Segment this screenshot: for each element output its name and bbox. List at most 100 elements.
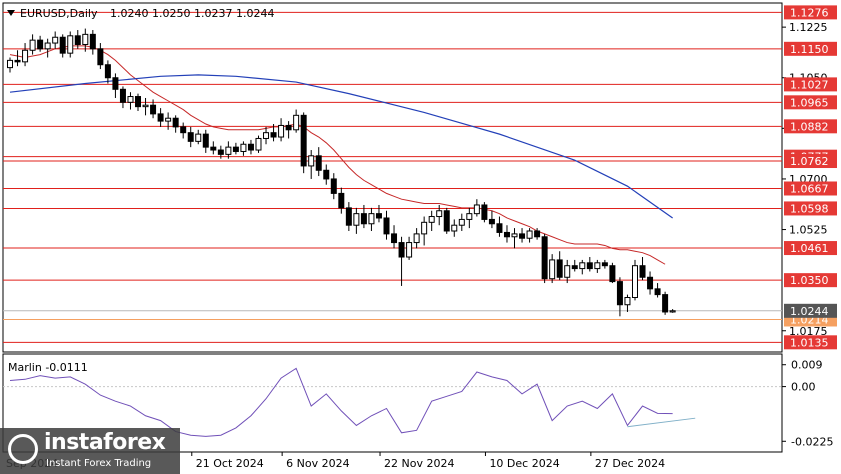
- time-label-3: 22 Nov 2024: [384, 457, 454, 470]
- candle-body: [22, 49, 29, 63]
- level-tag-10-text: 1.0350: [790, 274, 829, 287]
- candle-45: [345, 202, 352, 231]
- divergence-line: [627, 417, 696, 428]
- candle-8: [67, 31, 74, 58]
- candle-44: [338, 187, 345, 214]
- candle-body: [247, 143, 254, 151]
- candle-88: [669, 309, 676, 313]
- level-tag-6: 1.0762: [784, 154, 837, 169]
- candle-65: [496, 216, 503, 237]
- candle-7: [59, 34, 66, 58]
- level-tag-3-text: 1.0965: [790, 96, 829, 109]
- logo-brand: instaforex: [44, 430, 166, 455]
- candle-39: [300, 112, 307, 174]
- candle-body: [458, 218, 465, 226]
- candle-84: [639, 257, 646, 281]
- current-price-tag-bg: [784, 303, 837, 318]
- candle-11: [89, 30, 96, 55]
- candle-body: [97, 48, 104, 66]
- candle-body: [7, 59, 13, 69]
- candle-4: [37, 35, 44, 52]
- candle-body: [285, 124, 292, 131]
- level-tag-10-bg: [784, 273, 837, 288]
- candle-33: [255, 135, 262, 153]
- candle-63: [481, 202, 488, 223]
- candle-51: [391, 225, 398, 249]
- candle-body: [127, 96, 134, 103]
- candle-body: [29, 39, 36, 51]
- level-tag-11-bg: [784, 335, 837, 350]
- candle-body: [564, 265, 571, 278]
- candle-body: [496, 223, 503, 233]
- candle-0: [7, 57, 13, 73]
- slow-ma-line: [9, 74, 673, 219]
- candle-32: [247, 139, 254, 155]
- candle-14: [112, 73, 119, 98]
- candle-74: [564, 259, 571, 284]
- collapse-triangle-icon[interactable]: [7, 10, 15, 16]
- candle-body: [14, 59, 21, 63]
- instaforex-logo-icon: [8, 434, 38, 464]
- candle-21: [165, 112, 172, 130]
- candle-body: [263, 132, 270, 139]
- candle-12: [97, 43, 104, 70]
- candle-55: [421, 216, 428, 246]
- level-tag-8-text: 1.0598: [790, 202, 829, 215]
- candle-body: [67, 35, 74, 54]
- candle-28: [217, 145, 224, 159]
- candle-body: [526, 230, 533, 239]
- oscillator-line: [9, 367, 673, 437]
- candle-27: [210, 141, 217, 155]
- candle-body: [59, 36, 66, 54]
- candle-71: [541, 233, 548, 284]
- candle-47: [360, 204, 367, 229]
- level-tag-9-text: 1.0461: [790, 242, 829, 255]
- candle-body: [119, 88, 126, 103]
- candle-24: [187, 126, 194, 148]
- candle-83: [631, 259, 638, 301]
- candle-59: [451, 219, 458, 237]
- candle-41: [315, 147, 322, 177]
- candle-body: [398, 242, 405, 258]
- candle-48: [368, 207, 375, 231]
- candle-20: [157, 108, 164, 127]
- candle-body: [165, 117, 172, 122]
- candle-46: [353, 207, 360, 234]
- candle-body: [195, 133, 202, 142]
- candle-body: [89, 33, 96, 50]
- candle-body: [44, 42, 51, 50]
- candle-body: [82, 33, 89, 45]
- level-tag-11-text: 1.0135: [790, 336, 829, 349]
- candle-9: [74, 30, 81, 49]
- level-tag-2: 1.1027: [784, 77, 837, 92]
- candle-body: [375, 213, 382, 219]
- candle-body: [421, 221, 428, 235]
- candle-body: [300, 114, 307, 167]
- candle-82: [624, 294, 631, 312]
- candle-body: [391, 233, 398, 244]
- candle-body: [473, 204, 480, 215]
- candle-body: [112, 77, 119, 90]
- candle-body: [232, 146, 239, 152]
- candle-body: [37, 39, 44, 50]
- candle-body: [383, 217, 390, 235]
- candle-43: [330, 173, 337, 200]
- candle-19: [150, 99, 157, 119]
- candle-body: [338, 192, 345, 209]
- candle-body: [511, 233, 518, 238]
- candle-body: [631, 265, 638, 299]
- resistance-levels: [3, 11, 782, 343]
- price-tick-label-5: 1.0175: [789, 325, 828, 338]
- candle-31: [240, 141, 247, 156]
- candle-body: [406, 242, 413, 258]
- candle-body: [104, 64, 111, 79]
- candle-6: [52, 31, 59, 49]
- candle-73: [556, 251, 563, 281]
- candle-body: [601, 262, 608, 267]
- instaforex-logo: instaforex Instant Forex Trading: [0, 428, 180, 474]
- candle-34: [263, 126, 270, 145]
- candle-body: [534, 230, 541, 238]
- level-tag-6-bg: [784, 154, 837, 169]
- candle-16: [127, 92, 134, 110]
